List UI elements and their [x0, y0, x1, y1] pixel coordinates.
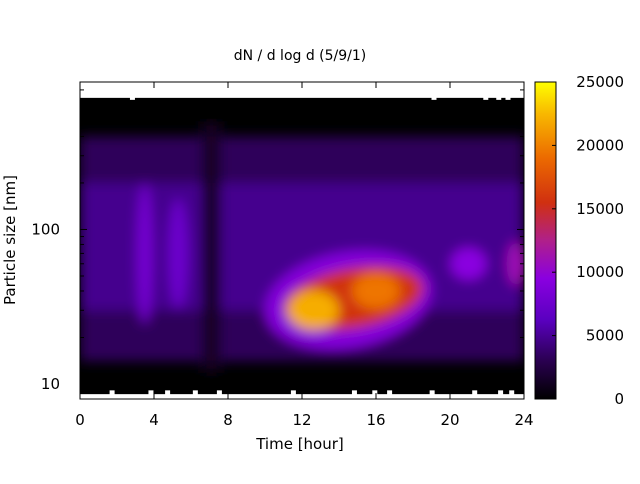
colorbar-tick-label: 15000 — [576, 200, 624, 218]
x-tick-label: 20 — [440, 411, 459, 429]
gap-bottom-nick — [351, 390, 357, 397]
heat-feature-early-2 — [168, 198, 189, 309]
heat-late-mode — [506, 241, 524, 286]
heatmap-plot-area — [80, 82, 524, 399]
heat-event-peak — [287, 290, 340, 331]
heat-feature-early-1 — [136, 183, 153, 324]
x-tick-label: 16 — [366, 411, 385, 429]
heat-late-faint — [450, 247, 487, 280]
y-tick-label: 100 — [31, 220, 60, 238]
colorbar-tick-label: 20000 — [576, 136, 624, 154]
gap-top-nick — [431, 95, 437, 100]
gap-bottom-nick — [216, 390, 222, 397]
gap-bottom-nick — [290, 390, 296, 397]
gap-bottom-nick — [509, 390, 515, 397]
colorbar-tick-label: 0 — [614, 390, 624, 408]
colorbar-ticks: 0 5000 10000 15000 20000 25000 — [552, 73, 624, 408]
colorbar: 0 5000 10000 15000 20000 25000 — [534, 73, 624, 408]
x-axis-label: Time [hour] — [255, 435, 344, 453]
gap-bottom-nick — [498, 390, 504, 397]
y-tick-label: 10 — [41, 375, 60, 393]
chart-title: dN / d log d (5/9/1) — [234, 48, 367, 64]
top-black-band — [80, 97, 524, 119]
heat-feature-dip — [202, 121, 221, 372]
x-axis: 0 4 8 12 16 20 24 — [75, 82, 534, 429]
x-tick-label: 4 — [149, 411, 159, 429]
colorbar-tick-label: 25000 — [576, 73, 624, 91]
gap-top-nick — [483, 95, 489, 100]
y-axis: 10 100 — [31, 81, 524, 400]
gap-bottom-nick — [372, 390, 378, 397]
gap-bottom-nick — [387, 390, 393, 397]
y-axis-label: Particle size [nm] — [1, 175, 19, 305]
gap-top-strip — [80, 82, 524, 99]
gap-bottom-nick — [472, 390, 478, 397]
x-tick-label: 24 — [514, 411, 533, 429]
gap-top-nick — [496, 95, 502, 100]
heat-event-secondary-peak — [352, 272, 400, 309]
heatmap-cells — [80, 121, 524, 372]
gap-top-nick — [505, 95, 511, 100]
gap-top-nick — [129, 95, 135, 100]
colorbar-tick-label: 5000 — [586, 327, 624, 345]
x-tick-label: 8 — [223, 411, 233, 429]
gap-bottom-nick — [429, 390, 435, 397]
colorbar-tick-label: 10000 — [576, 263, 624, 281]
gap-bottom-nick — [109, 390, 115, 397]
gap-bottom-nick — [192, 390, 198, 397]
gap-bottom-nick — [165, 390, 171, 397]
x-tick-label: 12 — [292, 411, 311, 429]
gap-bottom-nick — [148, 390, 154, 397]
colorbar-gradient — [534, 81, 557, 400]
x-tick-label: 0 — [75, 411, 85, 429]
